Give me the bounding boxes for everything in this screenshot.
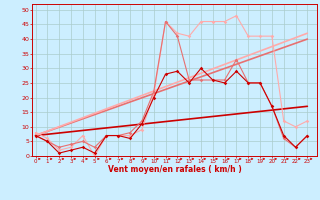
X-axis label: Vent moyen/en rafales ( km/h ): Vent moyen/en rafales ( km/h ) [108,165,241,174]
